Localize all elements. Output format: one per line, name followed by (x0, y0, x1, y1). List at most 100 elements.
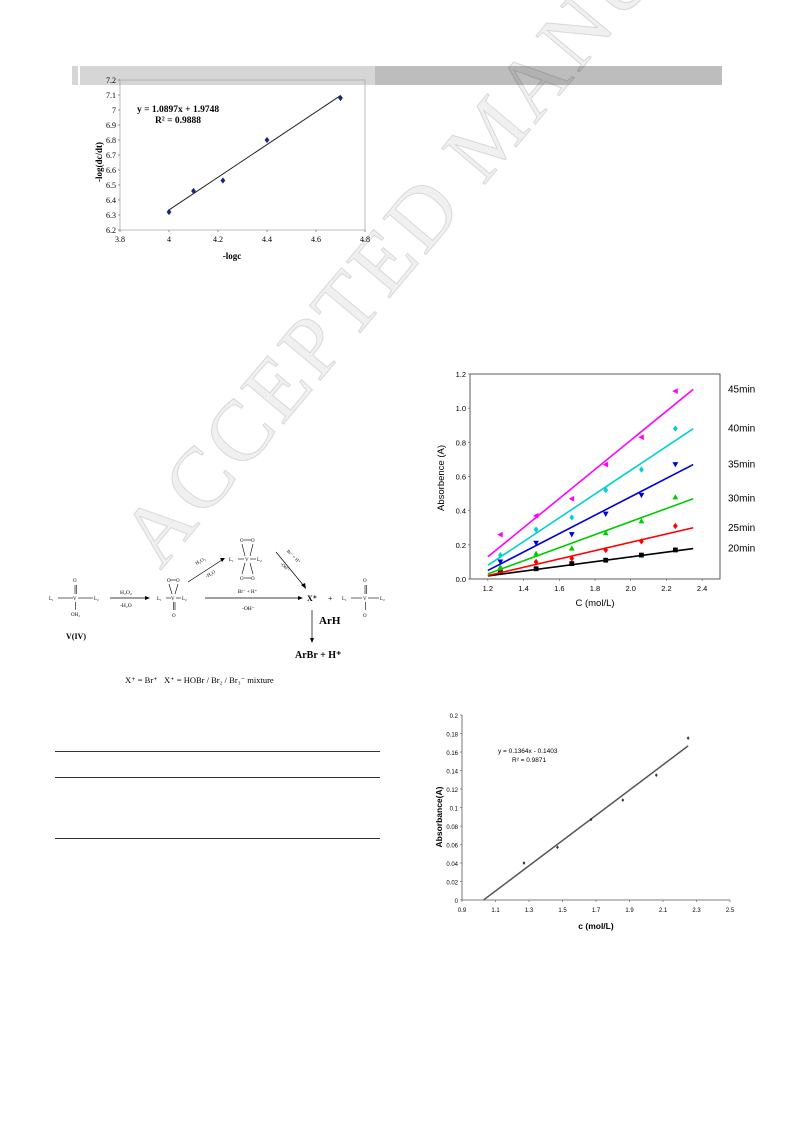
data-point-35min (638, 492, 645, 499)
data-point-35min (497, 559, 504, 565)
x-tick-label: 1.2 (483, 584, 493, 593)
plot-frame (469, 373, 721, 580)
x-tick-label: 1.4 (518, 584, 528, 593)
svg-text:O: O (172, 614, 176, 619)
fit-equation: y = 0.1364x - 0.1403 (498, 748, 558, 755)
x-tick-label: 3.8 (115, 235, 125, 244)
data-point-45min (602, 461, 609, 468)
scheme-caption: X⁺ = Br⁺ X⁺ = HOBr / Br₂ / Br₃⁻ mixture (125, 675, 274, 685)
svg-text:Br⁻ + H⁺: Br⁻ + H⁺ (238, 589, 258, 595)
product-label: ArBr + H⁺ (295, 650, 341, 661)
fit-r2: R² = 0.9888 (155, 116, 201, 126)
header-bar-right (375, 66, 722, 85)
svg-text:L₂: L₂ (182, 597, 187, 602)
svg-text:O: O (363, 614, 367, 619)
data-point-40min (603, 487, 609, 494)
data-point (621, 798, 625, 802)
series-line-45min (487, 388, 694, 558)
chart-absorbance-calibration: 00.020.040.060.080.10.120.140.160.180.2 … (434, 714, 735, 931)
svg-text:L₂: L₂ (257, 558, 262, 563)
y-axis-label: Absorbence (A) (436, 445, 447, 511)
data-point-35min (672, 462, 679, 468)
data-point-30min (602, 529, 609, 536)
data-point-40min (639, 466, 644, 473)
y-tick-label: 6.2 (106, 226, 116, 235)
svg-text:L₂: L₂ (94, 597, 99, 602)
x-tick-label: 1.5 (558, 908, 567, 914)
data-point-35min (568, 532, 575, 538)
y-tick-label: 0.12 (446, 788, 458, 794)
header-bar-left-gap (78, 66, 80, 85)
data-point-30min (672, 494, 679, 500)
y-tick-label: 0.08 (446, 825, 458, 831)
table-rule-header (55, 777, 380, 778)
y-tick-label: 0.2 (456, 541, 466, 550)
y-tick-label: 6.8 (106, 136, 116, 145)
data-point (338, 94, 343, 102)
series-line-25min (487, 526, 694, 577)
series-line-30min (487, 497, 694, 575)
svg-text:L₁: L₁ (229, 558, 234, 563)
data-point-20min (533, 566, 539, 572)
x-tick-label: 2.2 (661, 584, 671, 593)
y-tick-label: 0.14 (446, 770, 458, 776)
svg-text:O: O (73, 579, 77, 584)
data-point (654, 773, 658, 777)
svg-text:-H₂O: -H₂O (205, 570, 217, 580)
data-point (589, 817, 593, 822)
y-tick-label: 0.6 (456, 473, 466, 482)
y-tick-label: 0.8 (456, 438, 466, 447)
x-tick-label: 2.5 (726, 908, 735, 914)
y-tick-label: 0.18 (446, 733, 458, 739)
fit-equation: y = 1.0897x + 1.9748 (137, 105, 219, 115)
x-tick-label: 2.4 (697, 584, 707, 593)
svg-text:O: O (176, 579, 180, 584)
y-tick-label: 0.4 (456, 507, 466, 516)
data-point-45min (638, 434, 644, 441)
svg-text:L₂: L₂ (380, 597, 385, 602)
svg-text:V: V (245, 558, 249, 563)
svg-text:V: V (171, 597, 175, 602)
data-point (191, 187, 196, 195)
series-line-40min (487, 428, 694, 566)
data-point-25min (603, 546, 609, 554)
fit-r2: R² = 0.9871 (512, 757, 547, 764)
svg-text:-H₂O: -H₂O (120, 603, 132, 609)
data-point (166, 208, 172, 216)
series-line-20min (487, 547, 694, 577)
y-tick-label: 0.1 (450, 807, 459, 813)
y-tick-label: 0.0 (456, 575, 466, 584)
y-tick-label: 0.04 (446, 862, 458, 868)
svg-text:L₁: L₁ (49, 597, 54, 602)
data-point-25min (672, 522, 678, 530)
data-point-20min (603, 557, 609, 563)
data-point (522, 861, 526, 865)
data-point-30min (533, 550, 539, 556)
vanadium-iv-species: L₁ V L₂ O OH₂ (49, 579, 99, 618)
series-label-20min: 20min (728, 544, 755, 555)
y-tick-label: 1.0 (456, 404, 466, 413)
plot-frame (119, 79, 366, 231)
x-tick-label: 4 (167, 235, 171, 244)
svg-text:Br⁻ + H⁺: Br⁻ + H⁺ (286, 549, 302, 565)
y-tick-label: 6.4 (106, 196, 116, 205)
data-point-30min (497, 564, 504, 570)
data-point-40min (569, 514, 575, 521)
x-tick-label: 4.8 (360, 235, 370, 244)
data-point-40min (672, 425, 678, 432)
data-point-20min (569, 561, 575, 567)
y-tick-label: 6.3 (106, 211, 116, 220)
y-tick-label: 7.2 (106, 76, 116, 85)
svg-text:V: V (363, 597, 367, 602)
y-tick-label: 6.6 (106, 166, 116, 175)
data-point-30min (638, 518, 645, 524)
data-point (686, 736, 690, 740)
data-point (556, 845, 559, 850)
arrow-oxidation: H₂O₂ -H₂O (110, 590, 150, 609)
svg-text:O: O (240, 577, 244, 582)
data-point-45min (532, 512, 539, 519)
series-label-40min: 40min (728, 424, 755, 435)
data-point-25min (569, 555, 575, 562)
x-tick-label: 1.7 (592, 908, 601, 914)
y-tick-label: 7.1 (106, 91, 116, 100)
